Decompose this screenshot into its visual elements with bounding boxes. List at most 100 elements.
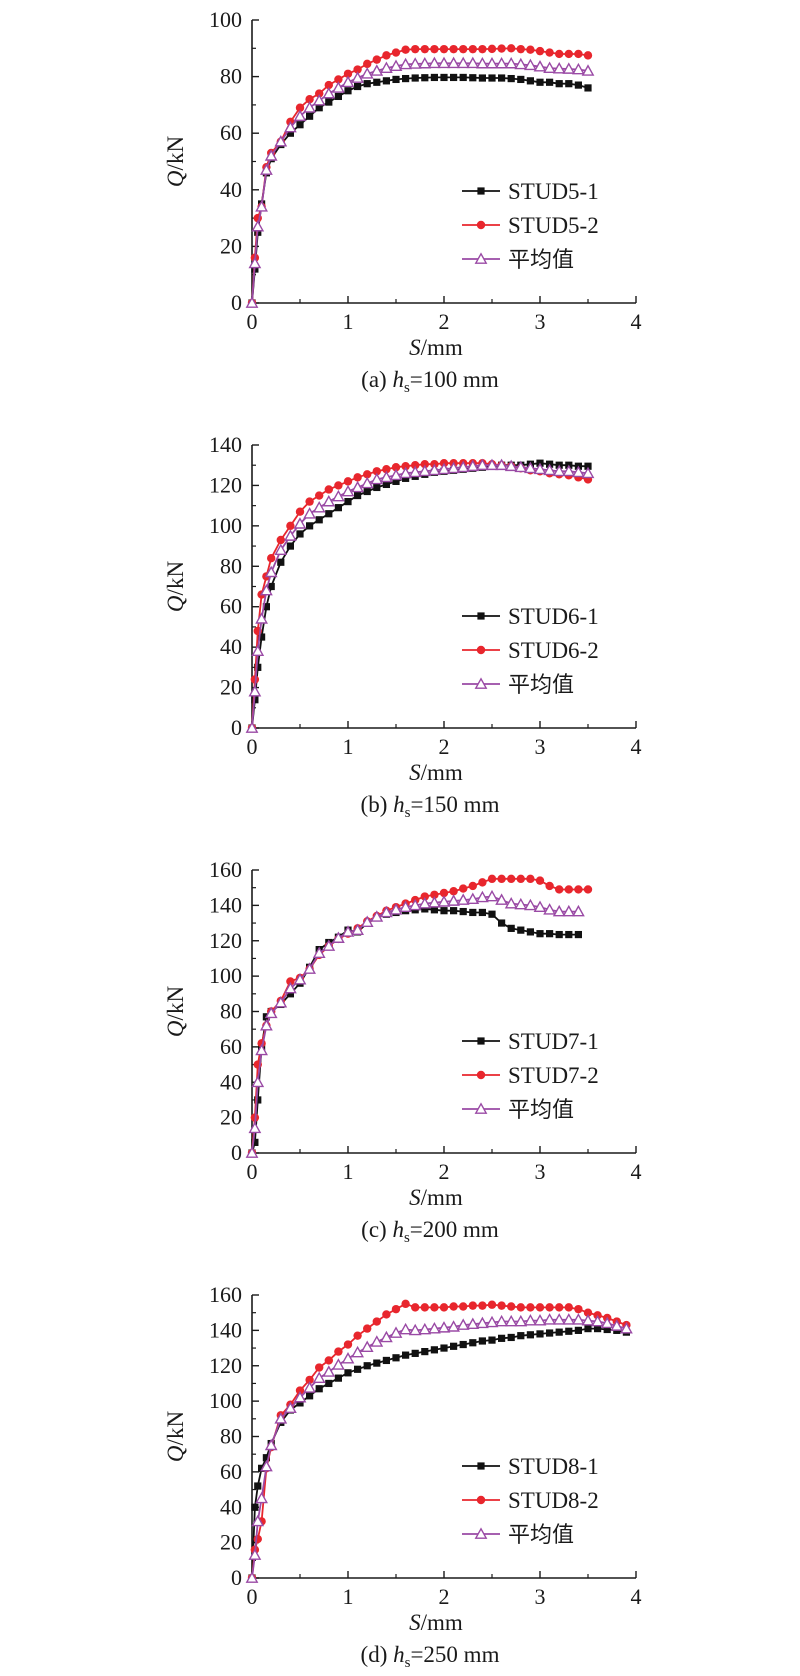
data-point (284, 529, 297, 541)
data-point (476, 1316, 489, 1329)
data-point (253, 1534, 262, 1544)
data-point (610, 1319, 624, 1331)
data-point (305, 95, 314, 104)
data-point (315, 516, 323, 524)
data-point (524, 1314, 537, 1326)
data-point (341, 925, 355, 937)
data-point (248, 1548, 262, 1560)
data-point (255, 612, 268, 624)
data-point (437, 1321, 451, 1333)
data-point (382, 77, 390, 85)
data-point (437, 895, 451, 907)
data-point (258, 1464, 266, 1472)
data-point (332, 1358, 345, 1370)
x-tick-label: 2 (439, 734, 450, 759)
data-point (305, 1375, 314, 1385)
data-point (535, 46, 545, 56)
data-point (264, 1438, 278, 1451)
data-point (545, 48, 554, 57)
data-point (411, 1349, 419, 1357)
data-point (591, 1314, 604, 1327)
data-point (389, 1326, 403, 1338)
data-point (399, 57, 412, 70)
data-point (517, 1332, 525, 1340)
data-point (344, 498, 352, 506)
data-point (251, 1514, 265, 1527)
data-point (572, 62, 585, 75)
data-point (447, 1320, 460, 1332)
data-point (449, 44, 458, 54)
data-point (245, 721, 259, 733)
data-point (565, 80, 573, 88)
y-tick-label: 80 (220, 999, 242, 1024)
data-point (469, 74, 477, 82)
data-point (546, 930, 554, 938)
data-point (543, 903, 556, 915)
x-tick-label: 1 (343, 1159, 354, 1184)
x-tick-label: 4 (631, 1159, 642, 1184)
data-point (360, 915, 374, 928)
legend-marker (476, 1070, 486, 1080)
data-point (296, 121, 304, 129)
y-tick-label: 140 (209, 1317, 242, 1342)
data-point (260, 163, 273, 175)
x-tick-label: 2 (439, 1584, 450, 1609)
y-tick-label: 40 (220, 1494, 242, 1519)
legend-label: 平均值 (508, 1523, 574, 1548)
data-point (449, 1302, 458, 1311)
y-tick-label: 100 (209, 513, 242, 538)
data-point (562, 904, 576, 917)
data-point (516, 44, 525, 54)
data-point (524, 461, 537, 474)
data-point (293, 973, 307, 985)
legend-marker (477, 1462, 485, 1470)
data-point (574, 1304, 583, 1314)
data-point (469, 1339, 477, 1347)
data-point (334, 1374, 342, 1382)
data-point (380, 905, 393, 918)
data-point (543, 463, 556, 476)
data-point (456, 56, 470, 69)
data-point (372, 467, 381, 476)
data-point (284, 981, 297, 994)
data-point (373, 1359, 381, 1367)
y-tick-label: 0 (231, 1140, 242, 1165)
data-point (439, 1303, 449, 1312)
data-point (420, 892, 429, 901)
data-point (399, 466, 412, 479)
data-point (428, 56, 441, 69)
data-point (411, 461, 420, 470)
data-point (440, 907, 448, 915)
data-point (303, 101, 316, 113)
data-point (363, 1362, 371, 1370)
data-point (526, 1331, 534, 1339)
data-point (351, 71, 364, 83)
data-point (478, 74, 486, 82)
data-point (440, 73, 448, 82)
data-point (517, 75, 525, 84)
data-point (251, 1075, 265, 1088)
data-point (572, 465, 585, 478)
data-point (507, 74, 515, 83)
data-point (430, 1346, 438, 1354)
data-point (459, 884, 468, 893)
data-point (516, 1303, 525, 1312)
x-tick-label: 1 (343, 1584, 354, 1609)
data-point (248, 684, 262, 697)
data-point (286, 521, 295, 531)
data-point (466, 892, 480, 905)
data-point (274, 135, 288, 147)
data-point (526, 1303, 535, 1312)
data-point (514, 897, 528, 910)
y-axis-label: Q/kN (163, 136, 188, 188)
data-point (524, 58, 537, 71)
legend: STUD7-1 STUD7-2 平均值 (462, 1029, 599, 1123)
data-point (293, 517, 307, 529)
legend-marker (474, 1527, 488, 1539)
data-point (251, 219, 265, 232)
data-point (439, 888, 449, 898)
data-point (485, 1315, 499, 1328)
data-point (382, 465, 391, 474)
data-point (389, 903, 403, 915)
